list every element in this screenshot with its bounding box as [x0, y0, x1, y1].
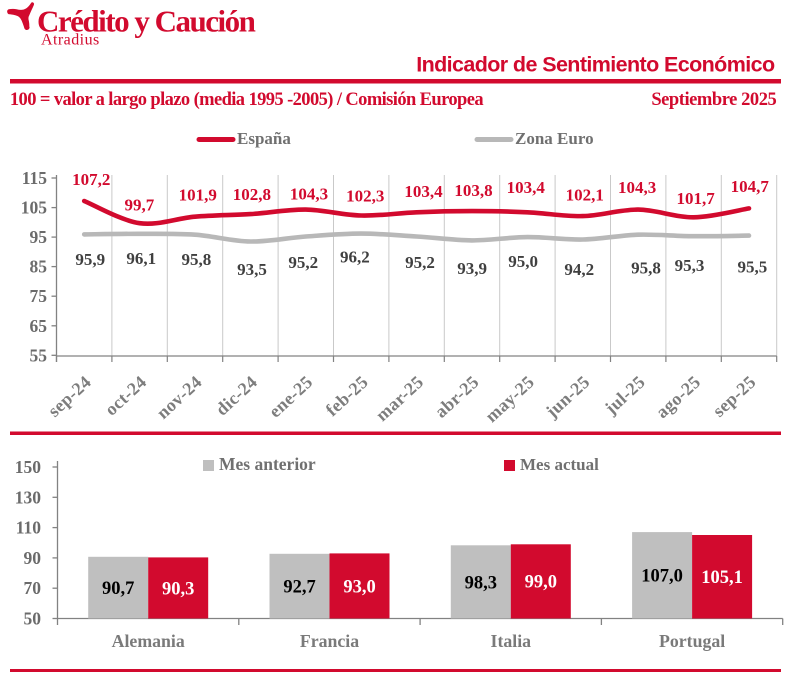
svg-text:90,7: 90,7 [102, 579, 134, 599]
svg-text:Mes actual: Mes actual [520, 455, 599, 474]
svg-text:102,3: 102,3 [346, 187, 384, 206]
svg-text:95,0: 95,0 [508, 252, 538, 271]
svg-text:sep-24: sep-24 [44, 372, 95, 421]
svg-text:95: 95 [30, 227, 48, 247]
svg-text:nov-24: nov-24 [153, 372, 206, 423]
svg-text:95,5: 95,5 [738, 257, 768, 276]
svg-text:130: 130 [15, 487, 42, 507]
svg-text:95,8: 95,8 [631, 259, 661, 278]
svg-text:Septiembre 2025: Septiembre 2025 [651, 90, 776, 110]
svg-text:94,2: 94,2 [564, 260, 594, 279]
svg-text:103,4: 103,4 [404, 182, 443, 201]
svg-text:104,7: 104,7 [731, 177, 770, 196]
svg-text:107,2: 107,2 [72, 170, 110, 189]
svg-text:jun-25: jun-25 [541, 372, 593, 422]
svg-text:104,3: 104,3 [618, 178, 656, 197]
svg-text:Alemania: Alemania [112, 631, 185, 651]
svg-text:102,8: 102,8 [233, 185, 271, 204]
svg-text:abr-25: abr-25 [431, 372, 483, 422]
svg-text:103,4: 103,4 [507, 178, 546, 197]
svg-text:Italia: Italia [491, 631, 532, 651]
svg-text:mar-25: mar-25 [372, 372, 428, 425]
svg-text:101,7: 101,7 [676, 189, 715, 208]
svg-text:85: 85 [30, 257, 48, 277]
svg-text:dic-24: dic-24 [212, 372, 261, 420]
svg-text:95,9: 95,9 [75, 250, 105, 269]
svg-text:jul-25: jul-25 [600, 372, 649, 419]
svg-text:feb-25: feb-25 [322, 372, 372, 420]
svg-text:100 = valor a largo plazo (med: 100 = valor a largo plazo (media 1995 -2… [10, 90, 483, 110]
svg-text:93,0: 93,0 [343, 577, 375, 597]
svg-text:95,2: 95,2 [288, 253, 318, 272]
svg-text:oct-24: oct-24 [101, 372, 150, 420]
svg-text:Mes anterior: Mes anterior [219, 454, 316, 474]
svg-text:93,9: 93,9 [457, 259, 487, 278]
svg-text:70: 70 [24, 578, 42, 598]
svg-text:España: España [237, 129, 291, 148]
svg-text:105,1: 105,1 [701, 568, 743, 588]
svg-text:Zona Euro: Zona Euro [515, 129, 594, 148]
svg-text:115: 115 [22, 168, 48, 188]
svg-text:98,3: 98,3 [465, 573, 497, 593]
svg-text:99,7: 99,7 [125, 196, 155, 215]
svg-text:Portugal: Portugal [659, 631, 725, 651]
svg-text:95,2: 95,2 [405, 253, 435, 272]
svg-text:93,5: 93,5 [237, 260, 267, 279]
svg-text:75: 75 [30, 286, 48, 306]
svg-text:Francia: Francia [300, 631, 359, 651]
svg-text:96,2: 96,2 [340, 248, 370, 267]
svg-text:105: 105 [21, 198, 48, 218]
svg-text:may-25: may-25 [481, 372, 538, 426]
svg-text:150: 150 [15, 457, 42, 477]
svg-text:ago-25: ago-25 [652, 372, 704, 422]
svg-text:sep-25: sep-25 [709, 372, 760, 421]
svg-text:Indicador de Sentimiento Econó: Indicador de Sentimiento Económico [416, 52, 775, 76]
svg-text:55: 55 [30, 345, 48, 365]
svg-text:107,0: 107,0 [641, 567, 683, 587]
svg-text:99,0: 99,0 [525, 573, 557, 593]
svg-text:50: 50 [24, 609, 42, 629]
svg-text:90: 90 [24, 548, 42, 568]
svg-text:95,3: 95,3 [675, 256, 705, 275]
svg-text:102,1: 102,1 [566, 186, 604, 205]
svg-text:110: 110 [16, 518, 42, 538]
svg-text:96,1: 96,1 [126, 249, 156, 268]
svg-text:ene-25: ene-25 [265, 372, 317, 422]
svg-text:101,9: 101,9 [179, 186, 217, 205]
svg-text:65: 65 [30, 316, 48, 336]
svg-text:90,3: 90,3 [162, 579, 194, 599]
svg-text:Crédito y Caución: Crédito y Caución [37, 4, 256, 39]
svg-text:Atradius: Atradius [41, 32, 100, 49]
svg-text:104,3: 104,3 [290, 185, 328, 204]
svg-text:103,8: 103,8 [454, 181, 492, 200]
svg-text:95,8: 95,8 [182, 250, 212, 269]
svg-text:92,7: 92,7 [283, 578, 315, 598]
